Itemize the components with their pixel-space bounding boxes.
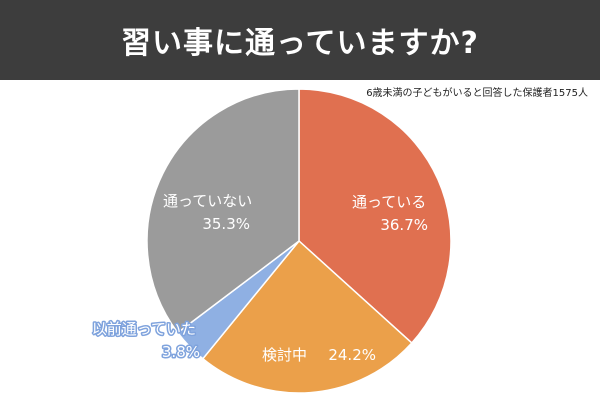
slice-label-kayotteinai: 通っていない [163,192,252,210]
slice-value-kentouchuu: 24.2% [328,346,376,364]
pie-slices [146,88,452,394]
pie-slice-kayotteinai [146,88,300,334]
slice-value-izen: 3.8% [162,343,200,361]
chart-title: 習い事に通っていますか? [121,26,479,61]
slice-value-kayotteinai: 35.3% [202,215,250,233]
pie-slice-kayotteiru [298,88,452,345]
slice-label-kayotteiru: 通っている [352,193,426,211]
chart-subtitle: 6歳未満の子どもがいると回答した保護者1575人 [366,88,588,99]
pie-labels: 通っている 36.7% 検討中 24.2% 以前通っていた 3.8% 通っていな… [90,192,428,364]
pie-slice-kentouchuu [201,239,413,394]
slice-value-kayotteiru: 36.7% [380,216,428,234]
header-bar: 習い事に通っていますか? [0,0,600,80]
slice-label-izen: 以前通っていた [92,320,196,338]
slice-label-kentouchuu: 検討中 [262,346,307,364]
